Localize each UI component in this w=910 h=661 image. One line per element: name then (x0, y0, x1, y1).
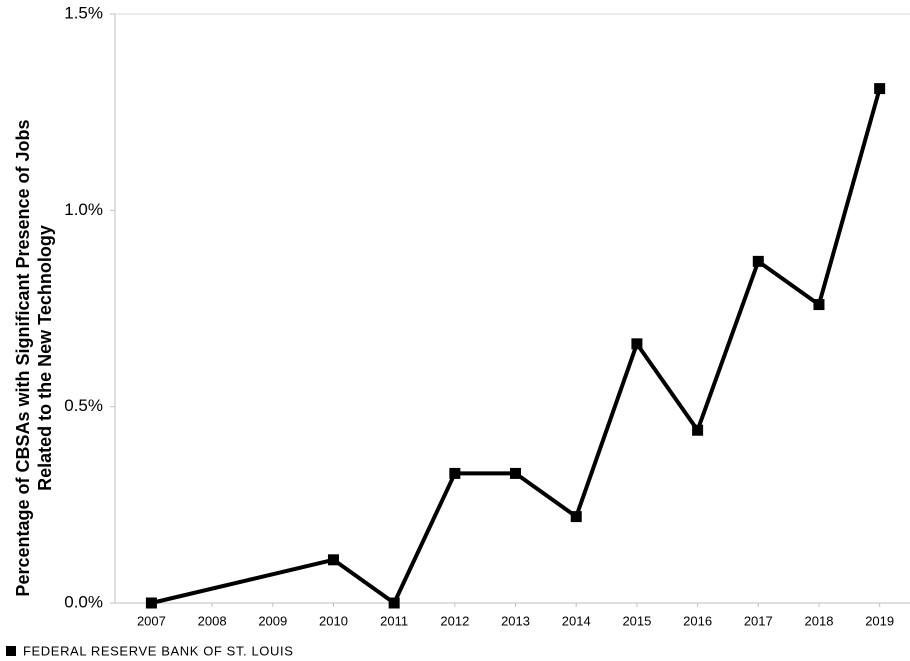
marker (570, 511, 582, 523)
marker (388, 597, 400, 609)
x-tick-label: 2012 (440, 613, 469, 628)
y-axis-label: Percentage of CBSAs with Significant Pre… (13, 119, 33, 596)
x-tick-label: 2010 (319, 613, 348, 628)
x-tick-label: 2007 (137, 613, 166, 628)
x-tick-label: 2009 (258, 613, 287, 628)
x-tick-label: 2013 (501, 613, 530, 628)
marker (449, 467, 461, 479)
marker (145, 597, 157, 609)
marker (813, 299, 825, 311)
x-tick-label: 2011 (380, 613, 408, 628)
x-tick-label: 2019 (865, 613, 894, 628)
x-tick-label: 2008 (198, 613, 227, 628)
marker (692, 424, 704, 436)
x-tick-label: 2015 (622, 613, 651, 628)
marker (510, 467, 522, 479)
source-icon (6, 646, 16, 656)
marker (874, 83, 886, 95)
y-tick-label: 1.0% (64, 200, 103, 219)
x-tick-label: 2017 (744, 613, 773, 628)
y-axis-label: Related to the New Technology (35, 225, 55, 491)
x-tick-label: 2014 (562, 613, 591, 628)
marker (631, 338, 643, 350)
x-tick-label: 2016 (683, 613, 712, 628)
marker (327, 554, 339, 566)
marker (752, 255, 764, 267)
x-tick-label: 2018 (805, 613, 834, 628)
line (150, 88, 882, 605)
source: FEDERAL RESERVE BANK OF ST. LOUIS (23, 643, 293, 658)
y-tick-label: 0.5% (64, 396, 103, 415)
y-tick-label: 1.5% (64, 3, 103, 22)
y-tick-label: 0.0% (64, 592, 103, 611)
